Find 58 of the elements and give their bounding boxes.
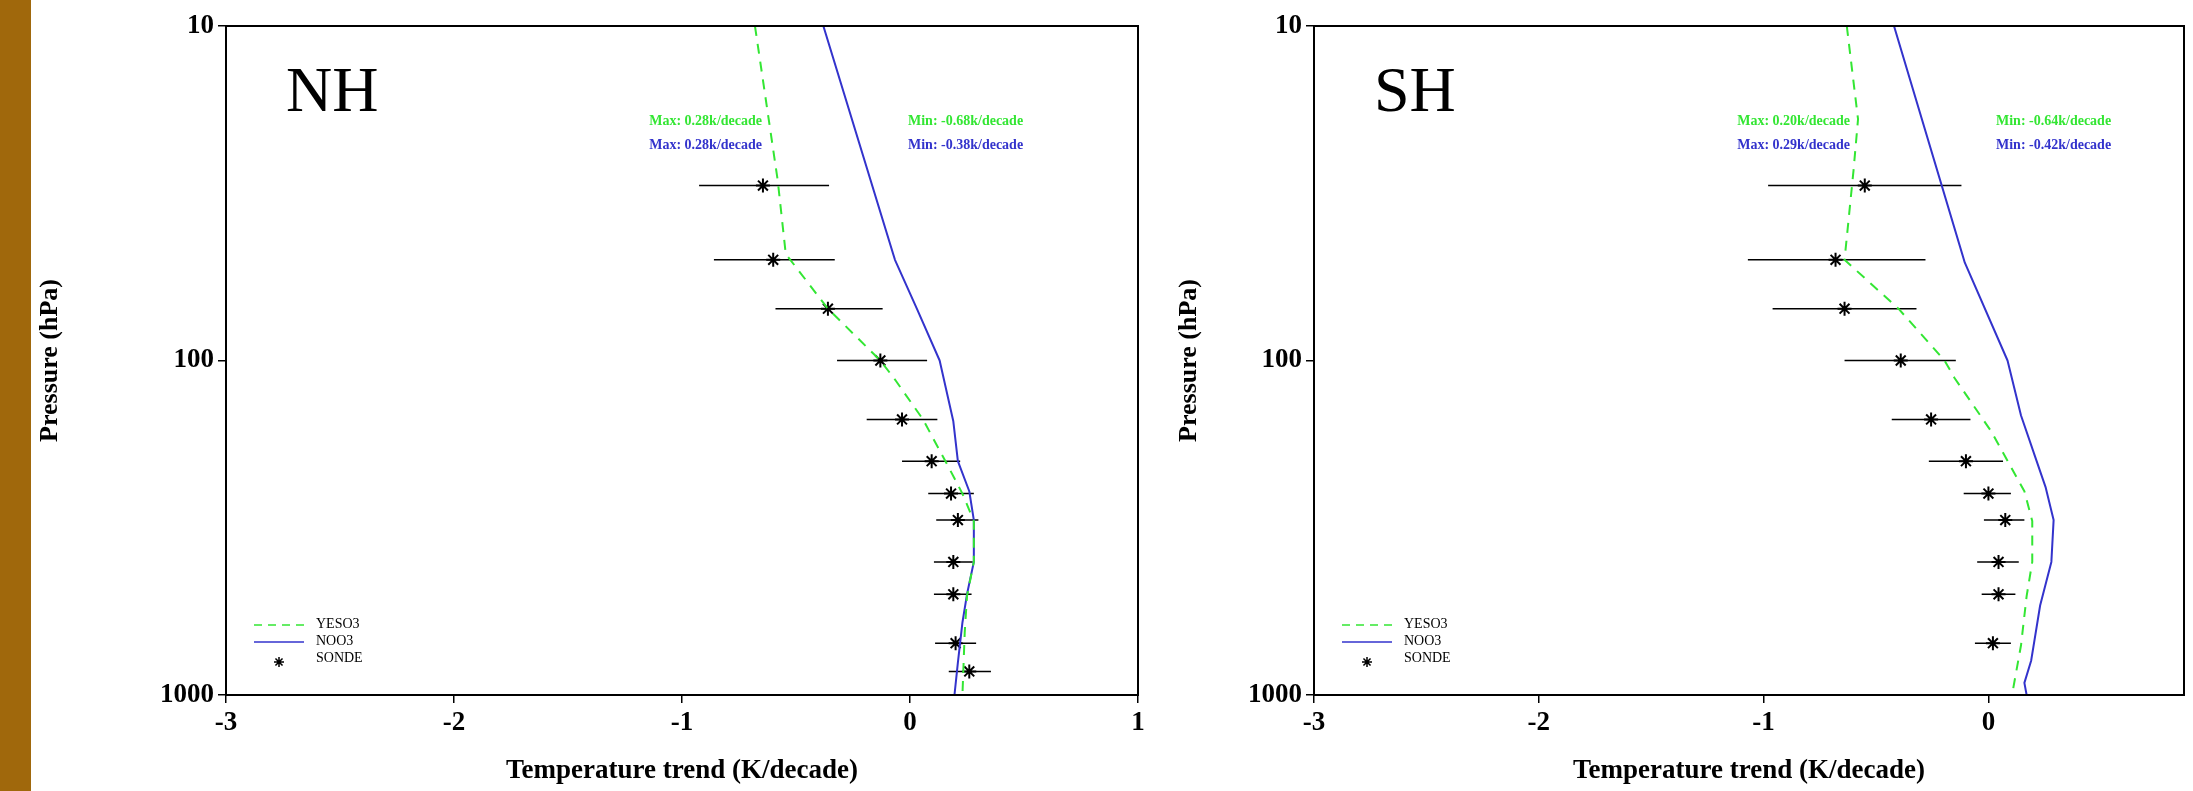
x-tick-label: -2 <box>1527 706 1551 737</box>
point <box>1990 586 2007 603</box>
point <box>872 352 889 369</box>
point <box>1856 177 1873 194</box>
x-tick-label: 0 <box>903 706 917 737</box>
x-tick-label: 1 <box>1131 706 1145 737</box>
point <box>943 485 960 502</box>
point <box>1923 411 1940 428</box>
point <box>894 411 911 428</box>
annotation: Min: -0.42k/decade <box>1996 136 2112 152</box>
x-axis-title: Temperature trend (K/decade) <box>506 753 858 784</box>
point <box>949 512 966 529</box>
point <box>945 553 962 570</box>
annotation: Max: 0.20k/decade <box>1737 112 1850 128</box>
y-tick-label: 1000 <box>160 677 214 708</box>
point <box>1892 352 1909 369</box>
legend-label: SONDE <box>316 649 363 665</box>
annotation: Min: -0.64k/decade <box>1996 112 2112 128</box>
legend-label: NOO3 <box>316 632 354 648</box>
x-tick-label: -1 <box>1752 706 1775 737</box>
y-axis-title: Pressure (hPa) <box>34 279 64 442</box>
annotation: Min: -0.68k/decade <box>908 112 1024 128</box>
y-tick-label: 100 <box>173 343 214 374</box>
y-tick-label: 10 <box>187 8 214 39</box>
annotation: Min: -0.38k/decade <box>908 136 1024 152</box>
point <box>945 586 962 603</box>
annotation: NH <box>286 53 379 125</box>
annotation: SH <box>1374 53 1456 125</box>
x-tick-label: 0 <box>1981 706 1996 737</box>
point <box>819 300 836 317</box>
annotation: Max: 0.28k/decade <box>649 136 762 152</box>
y-axis-title: Pressure (hPa) <box>1173 279 1203 442</box>
point <box>1836 300 1853 317</box>
point <box>1997 512 2014 529</box>
point <box>1984 635 2001 652</box>
x-tick-label: -3 <box>1302 706 1326 737</box>
annotation: Max: 0.29k/decade <box>1737 136 1850 152</box>
point <box>1957 453 1974 470</box>
x-tick-label: -1 <box>670 706 694 737</box>
point <box>1990 553 2007 570</box>
point <box>754 177 771 194</box>
y-tick-label: 10 <box>1275 8 1302 39</box>
annotation: Max: 0.28k/decade <box>649 112 762 128</box>
y-tick-label: 100 <box>1261 343 1302 374</box>
legend-label: NOO3 <box>1404 632 1442 648</box>
point <box>1980 485 1997 502</box>
legend-label: YESO3 <box>316 615 360 631</box>
point <box>923 453 940 470</box>
legend-label: SONDE <box>1404 649 1451 665</box>
x-tick-label: -2 <box>442 706 466 737</box>
x-tick-label: -3 <box>214 706 238 737</box>
point <box>961 663 978 680</box>
point <box>1827 251 1844 268</box>
point <box>947 635 964 652</box>
y-tick-label: 1000 <box>1248 677 1302 708</box>
x-axis-title: Temperature trend (K/decade) <box>1573 753 1925 784</box>
point <box>765 251 782 268</box>
legend-label: YESO3 <box>1404 615 1448 631</box>
